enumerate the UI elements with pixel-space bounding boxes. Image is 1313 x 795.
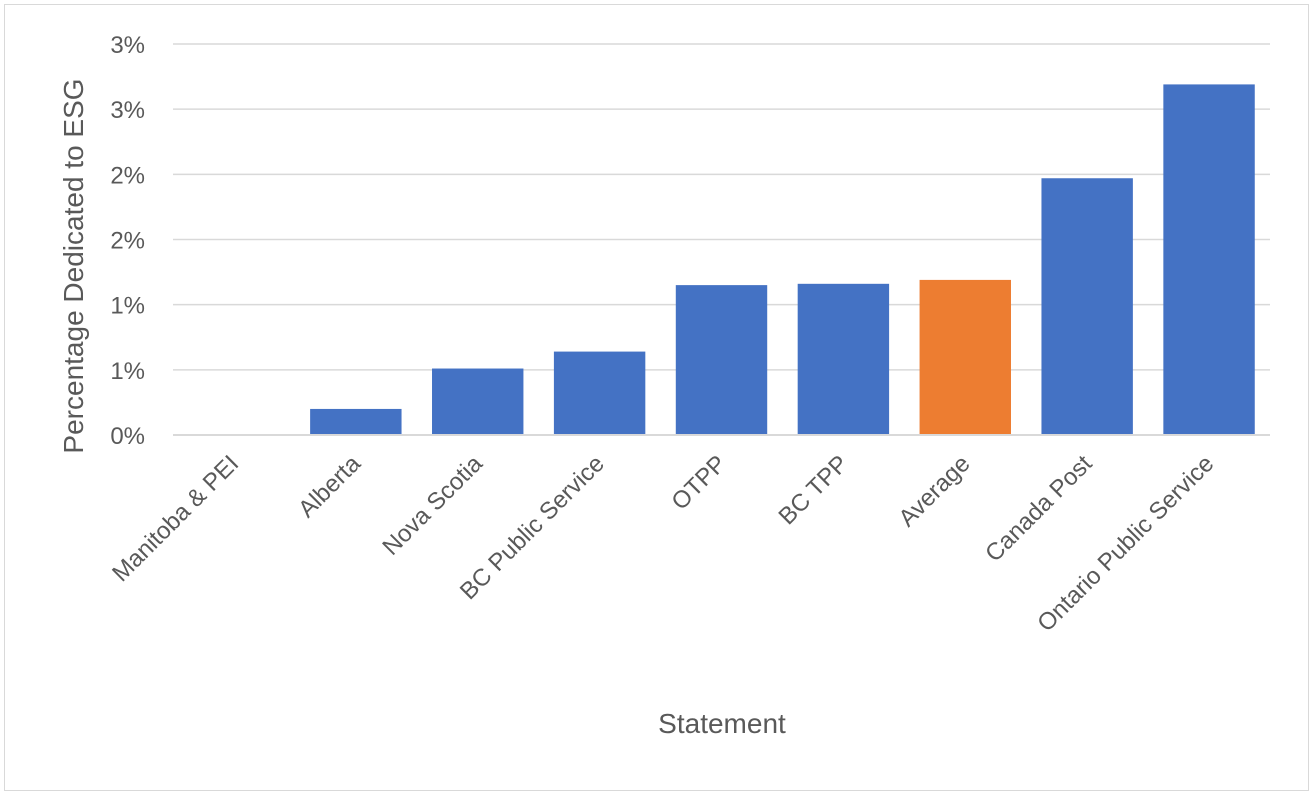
y-tick-label: 2% (110, 228, 145, 255)
x-tick-label: OTPP (666, 450, 731, 515)
x-tick-label: BC TPP (774, 450, 854, 530)
y-tick-label: 3% (110, 97, 145, 124)
bars (310, 84, 1255, 436)
x-tick-label: Alberta (293, 450, 366, 523)
bar-canada-post (1041, 178, 1133, 435)
x-tick-label: Manitoba & PEI (107, 450, 244, 587)
x-tick-label: Canada Post (980, 450, 1097, 567)
x-tick-label: Nova Scotia (377, 450, 488, 561)
bar-bc-tpp (797, 283, 890, 435)
y-tick-label: 1% (110, 358, 145, 385)
bar-average (919, 279, 1011, 435)
x-tick-label: Average (894, 450, 976, 532)
bar-otpp (675, 285, 768, 435)
x-axis-title: Statement (658, 708, 786, 739)
y-tick-label: 1% (110, 293, 145, 320)
bar-bc-public-service (553, 351, 646, 435)
y-tick-label: 2% (110, 162, 145, 189)
y-tick-labels: 0% 1% 1% 2% 2% 3% 3% (110, 32, 145, 450)
bar-ontario-public-service (1163, 84, 1255, 436)
bar-alberta (310, 408, 402, 435)
y-axis-title: Percentage Dedicated to ESG (58, 78, 89, 453)
y-tick-label: 0% (110, 423, 145, 450)
y-tick-label: 3% (110, 32, 145, 59)
bar-nova-scotia (432, 368, 524, 435)
